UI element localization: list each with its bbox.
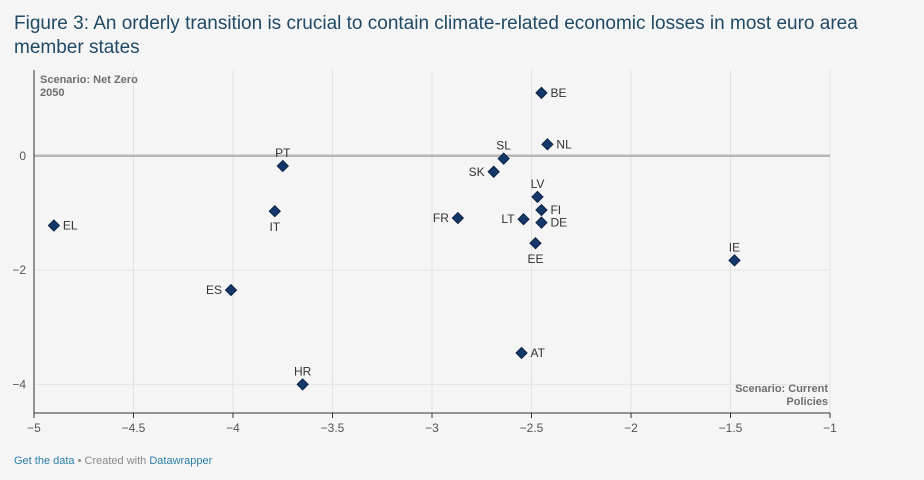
y-tick-label: 0 bbox=[19, 149, 26, 163]
point-label-sl: SL bbox=[496, 139, 511, 153]
x-tick-label: −1.5 bbox=[719, 421, 743, 435]
point-label-el: EL bbox=[63, 218, 78, 232]
annotation-line: Scenario: Net Zero bbox=[40, 74, 138, 86]
point-label-fi: FI bbox=[550, 203, 561, 217]
point-label-lv: LV bbox=[531, 177, 545, 191]
annotation-line: Policies bbox=[786, 396, 828, 408]
data-point-sk bbox=[487, 165, 500, 178]
scatter-chart: −5 −4.5 −4 −3.5 −3 −2.5 −2 −1.5 −1 0 −2 −4 Scenario… bbox=[12, 70, 837, 435]
data-point-lv bbox=[531, 190, 544, 204]
x-tick-label: −1 bbox=[823, 421, 837, 435]
point-label-hr: HR bbox=[294, 364, 312, 378]
data-point-pt bbox=[276, 159, 289, 173]
x-tick-label: −3.5 bbox=[321, 421, 345, 435]
data-point-ie bbox=[728, 254, 741, 267]
point-label-de: DE bbox=[550, 216, 567, 230]
point-label-be: BE bbox=[550, 86, 566, 100]
x-tick-label: −4 bbox=[226, 421, 240, 435]
footer: Get the data • Created with Datawrapper bbox=[14, 455, 212, 467]
annotation-line: 2050 bbox=[40, 87, 64, 99]
data-point-lt bbox=[517, 212, 530, 226]
data-point-nl bbox=[541, 138, 554, 151]
point-label-fr: FR bbox=[433, 211, 449, 225]
data-point-be bbox=[535, 86, 548, 100]
x-tick-label: −2 bbox=[624, 421, 638, 435]
footer-separator: • Created with bbox=[74, 455, 150, 467]
scenario-annotation: Scenario: Current Policies bbox=[735, 383, 828, 408]
point-label-ie: IE bbox=[729, 240, 740, 254]
point-label-at: AT bbox=[531, 346, 546, 360]
x-tick-label: −5 bbox=[27, 421, 41, 435]
data-point-hr bbox=[296, 378, 309, 391]
y-tick-label: −2 bbox=[12, 263, 26, 277]
scenario-annotation: Scenario: Net Zero 2050 bbox=[40, 74, 138, 99]
data-point-ee bbox=[529, 237, 542, 250]
point-label-it: IT bbox=[269, 220, 280, 234]
grid-layer bbox=[34, 70, 831, 413]
x-tick-label: −2.5 bbox=[520, 421, 544, 435]
point-label-sk: SK bbox=[469, 165, 485, 179]
get-data-link[interactable]: Get the data bbox=[14, 455, 75, 467]
data-point-sl bbox=[497, 152, 510, 165]
chart-title: Figure 3: An orderly transition is cruci… bbox=[14, 13, 858, 58]
axis-layer: −5 −4.5 −4 −3.5 −3 −2.5 −2 −1.5 −1 0 −2 −4 bbox=[12, 70, 837, 435]
data-point-at bbox=[515, 346, 528, 360]
x-tick-label: −4.5 bbox=[122, 421, 146, 435]
y-tick-label: −4 bbox=[12, 377, 26, 391]
point-label-pt: PT bbox=[275, 146, 291, 160]
data-point-it bbox=[268, 204, 281, 218]
datawrapper-link[interactable]: Datawrapper bbox=[149, 455, 213, 467]
x-tick-label: −3 bbox=[425, 421, 439, 435]
point-label-nl: NL bbox=[556, 137, 572, 151]
point-label-lt: LT bbox=[501, 212, 515, 226]
data-point-es bbox=[224, 283, 238, 297]
point-label-ee: EE bbox=[527, 252, 543, 266]
data-point-fi bbox=[535, 203, 548, 217]
data-point-de bbox=[535, 216, 548, 229]
data-point-fr bbox=[451, 211, 465, 225]
point-label-es: ES bbox=[206, 283, 222, 297]
annotation-line: Scenario: Current bbox=[735, 383, 828, 395]
data-point-el bbox=[47, 219, 61, 232]
